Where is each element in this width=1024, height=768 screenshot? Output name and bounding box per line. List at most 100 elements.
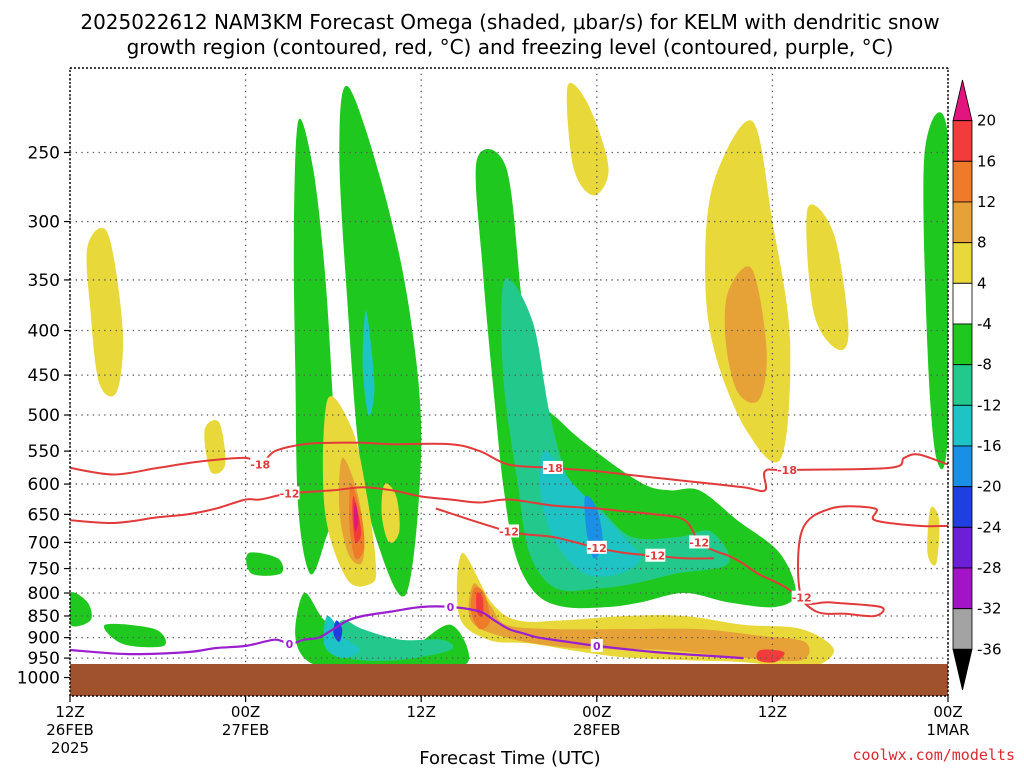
colorbar-segment <box>952 160 973 203</box>
colorbar-label: -36 <box>977 640 1002 658</box>
omega-region <box>724 266 767 403</box>
freezing-label-bg <box>444 599 457 613</box>
freezing-level-label: 0 <box>286 638 294 651</box>
dgz-label-bg <box>791 590 812 604</box>
colorbar-segment <box>952 608 973 650</box>
omega-region <box>323 615 360 659</box>
y-tick-label: 600 <box>28 475 60 495</box>
y-tick-label: 450 <box>28 366 60 386</box>
y-tick-label: 1000 <box>17 669 60 689</box>
omega-region <box>339 85 422 597</box>
chart-title-line-2: growth region (contoured, red, °C) and f… <box>127 35 894 59</box>
colorbar-segment <box>952 445 973 488</box>
x-tick-year: 2025 <box>51 739 89 757</box>
colorbar-segment <box>952 201 973 244</box>
omega-region <box>923 112 948 470</box>
chart-title-line-1: 2025022612 NAM3KM Forecast Omega (shaded… <box>80 10 939 34</box>
omega-region <box>566 82 609 196</box>
x-tick-time: 00Z <box>231 703 260 721</box>
y-tick-label: 400 <box>28 322 60 342</box>
y-tick-label: 500 <box>28 406 60 426</box>
dgz-label-bg <box>586 540 607 554</box>
x-tick-date: 26FEB <box>46 721 93 739</box>
dgz-contour-label: -12 <box>499 525 519 538</box>
y-tick-label: 350 <box>28 271 60 291</box>
colorbar-label: -8 <box>977 356 992 374</box>
colorbar-label: -16 <box>977 437 1002 455</box>
x-tick-date: 1MAR <box>926 721 969 739</box>
dgz-contour-label: -18 <box>777 464 797 477</box>
dgz-contour-label: -18 <box>543 462 563 475</box>
colorbar-segment <box>952 486 973 528</box>
colorbar-segment <box>952 120 973 162</box>
colorbar-label: -12 <box>977 396 1002 414</box>
dgz-contour-label: -12 <box>280 487 300 500</box>
dgz-label-bg <box>279 486 300 500</box>
x-tick-time: 12Z <box>55 703 84 721</box>
colorbar-label: 8 <box>977 234 987 252</box>
dgz-label-bg <box>499 524 519 538</box>
x-tick-time: 12Z <box>407 703 436 721</box>
omega-region <box>246 552 284 576</box>
x-axis-label: Forecast Time (UTC) <box>419 748 600 768</box>
dgz-contour-label: -12 <box>689 536 709 549</box>
dgz-contour-label: -18 <box>250 459 270 472</box>
freezing-level-label: 0 <box>593 640 601 653</box>
y-tick-label: 550 <box>28 442 60 462</box>
x-tick-time: 00Z <box>582 703 611 721</box>
omega-region <box>70 592 92 627</box>
colorbar-segment <box>952 567 973 610</box>
colorbar-label: -20 <box>977 478 1002 496</box>
omega-region <box>756 649 785 663</box>
colorbar-label: -4 <box>977 315 992 333</box>
omega-shading <box>70 82 948 669</box>
y-tick-label: 950 <box>28 649 60 669</box>
x-tick-time: 12Z <box>758 703 787 721</box>
y-axis-ticks: 2503003504004505005506006507007508008509… <box>17 144 70 689</box>
omega-region <box>927 506 940 566</box>
colorbar-label: -28 <box>977 559 1002 577</box>
colorbar: 20 16 12 8 4 -4 -8 -12 -16 -20 -24 -28 -32 -36 <box>952 79 1002 691</box>
omega-region <box>468 583 810 662</box>
colorbar-segment <box>952 404 973 447</box>
ground-fill <box>70 664 948 696</box>
colorbar-label: 4 <box>977 274 987 292</box>
dgz-contour-label: -12 <box>587 542 607 555</box>
y-tick-label: 250 <box>28 144 60 164</box>
freezing-level-label: 0 <box>447 601 455 614</box>
dgz-contour-label: -12 <box>792 592 812 605</box>
dgz-contour-label: -12 <box>645 550 665 563</box>
colorbar-label: -24 <box>977 518 1002 536</box>
omega-region <box>362 310 375 416</box>
y-tick-label: 750 <box>28 560 60 580</box>
omega-region <box>86 227 124 397</box>
dgz-label-bg <box>777 462 798 476</box>
colorbar-label: -32 <box>977 600 1002 618</box>
colorbar-segment <box>952 242 973 284</box>
ground-below-surface <box>70 664 948 696</box>
omega-region <box>381 483 400 544</box>
omega-region <box>806 204 849 351</box>
dgz-label-bg <box>542 460 563 474</box>
dgz-contours: -18 -18 -18 -12 -12 -12 -12 -12 -12 <box>70 441 948 618</box>
colorbar-segment <box>952 364 973 406</box>
credit-link[interactable]: coolwx.com/modelts <box>852 746 1015 764</box>
y-tick-label: 300 <box>28 213 60 233</box>
freezing-level-contour: 0 0 0 <box>70 599 744 660</box>
y-tick-label: 650 <box>28 505 60 525</box>
x-tick-date: 27FEB <box>222 721 269 739</box>
freezing-level-line <box>70 605 744 660</box>
colorbar-segment <box>952 323 973 366</box>
colorbar-label: 20 <box>977 112 996 130</box>
y-tick-label: 700 <box>28 533 60 553</box>
omega-region <box>353 502 359 532</box>
dgz-label-bg <box>689 535 710 549</box>
omega-region <box>103 623 166 648</box>
x-tick-date: 28FEB <box>573 721 620 739</box>
colorbar-label: 12 <box>977 193 996 211</box>
colorbar-segment <box>952 526 973 569</box>
colorbar-segment <box>952 79 973 122</box>
y-tick-label: 900 <box>28 629 60 649</box>
